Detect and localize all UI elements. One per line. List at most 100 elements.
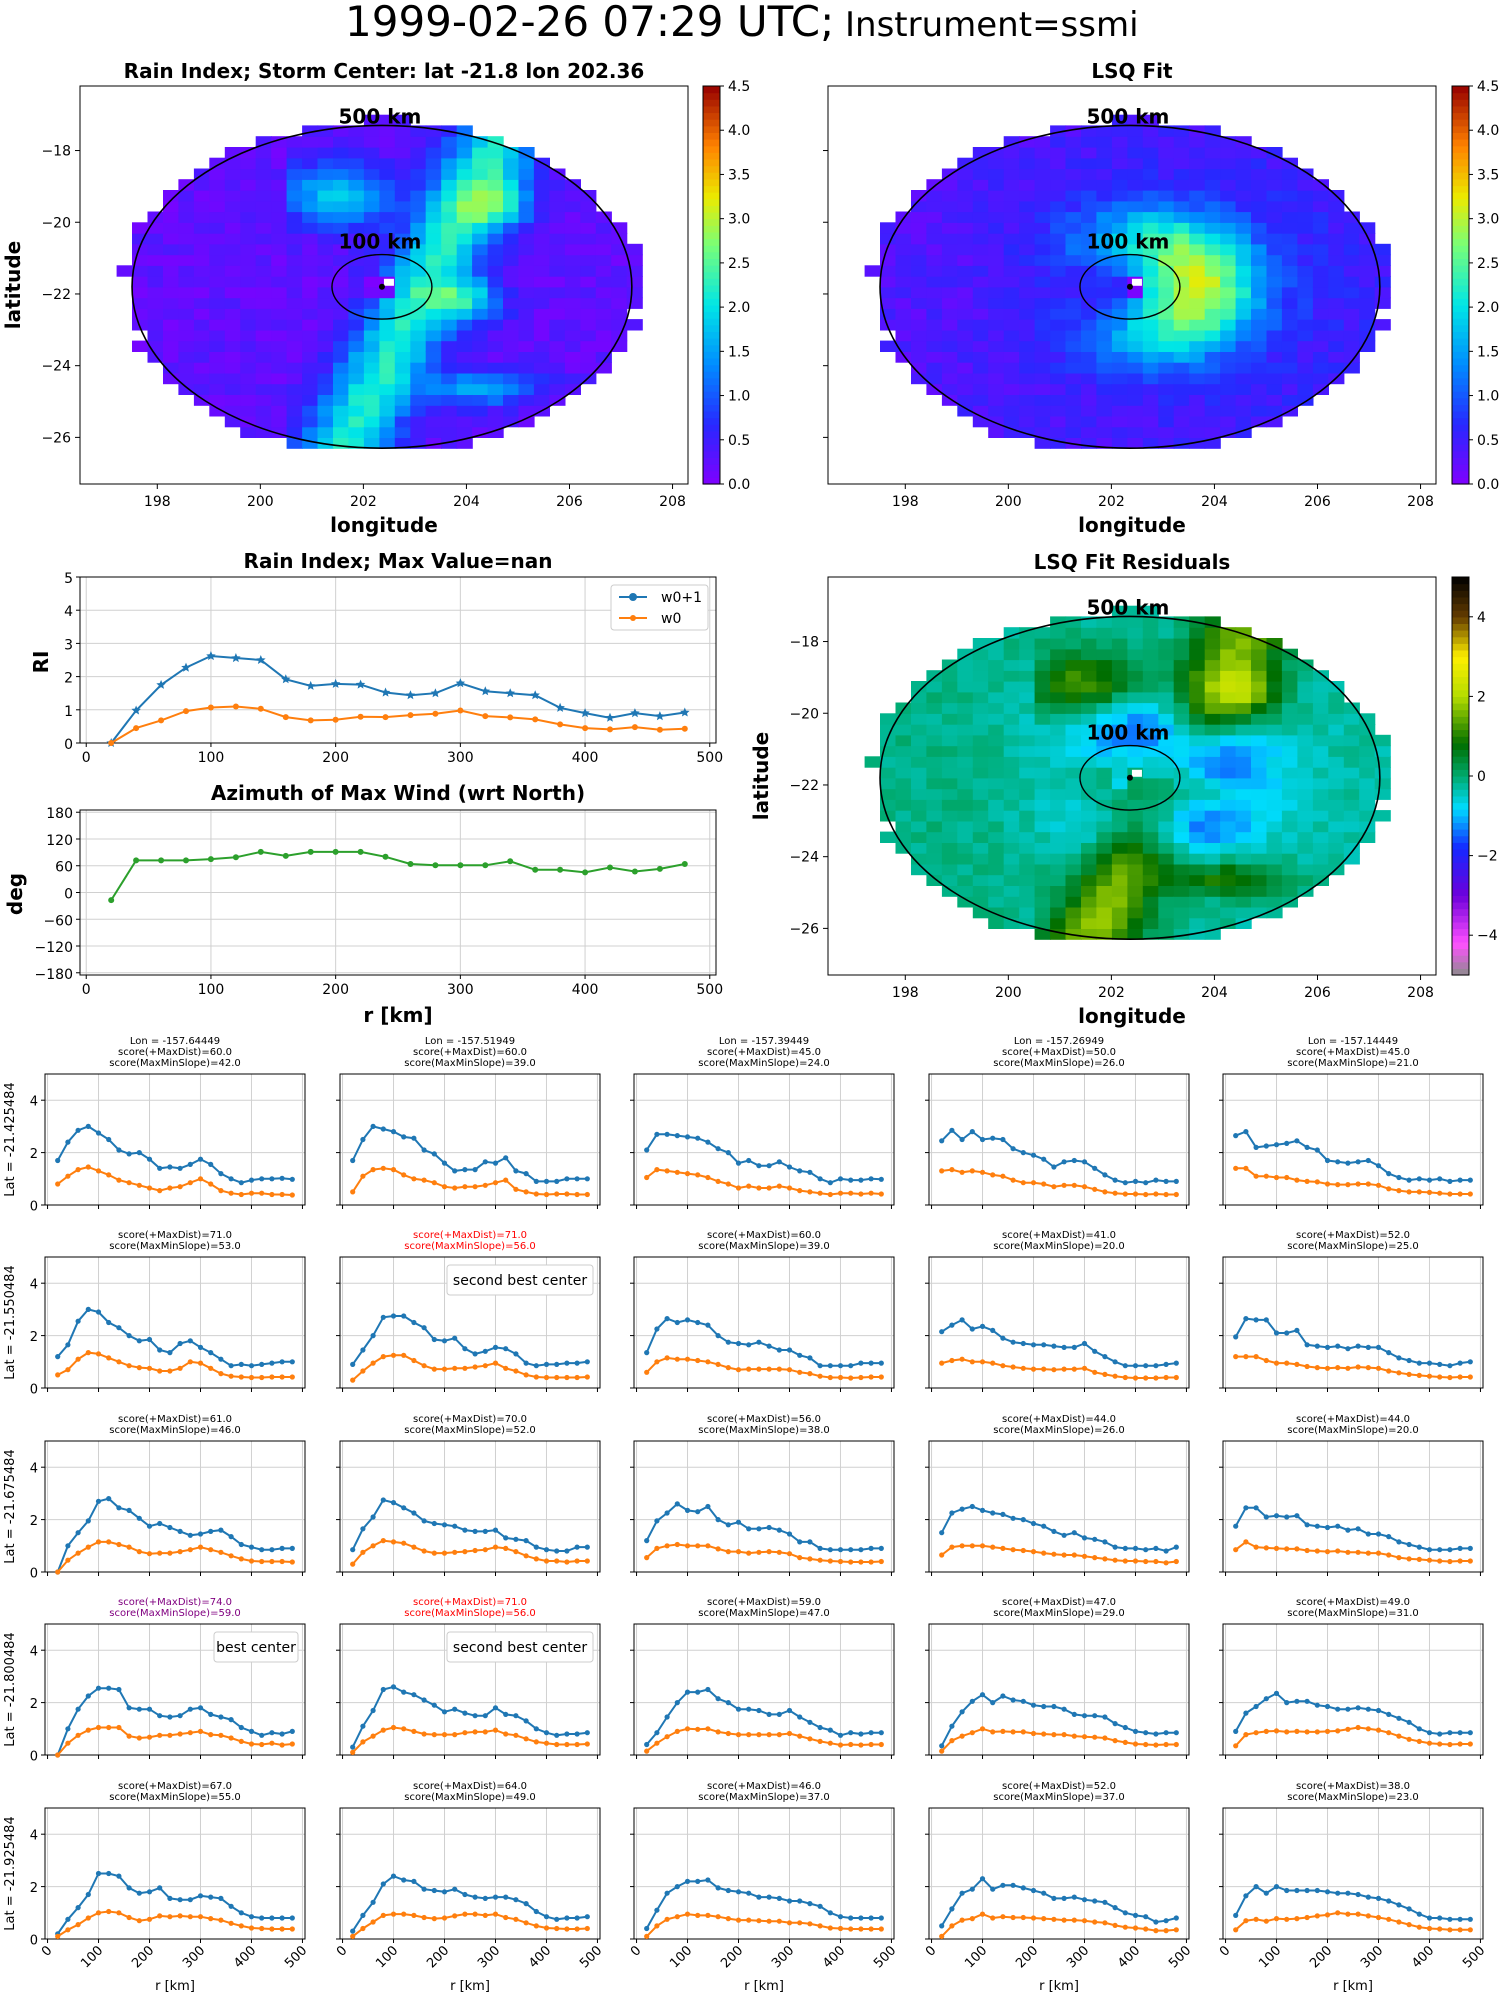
fit-map-cell	[988, 276, 1005, 288]
resid-map-cell	[1204, 702, 1221, 714]
fit-map-colorbar-swatch	[1452, 92, 1469, 100]
rain-map-cell	[333, 308, 350, 320]
resid-map-cell	[957, 756, 974, 768]
candidate-r4c4-w0p1-point	[1314, 1887, 1320, 1894]
candidate-r0c0-w0p1-point	[95, 1130, 102, 1136]
candidate-r4c3-w0p1-point	[1051, 1895, 1057, 1901]
candidate-r3c3-w0p1-point	[1041, 1703, 1047, 1710]
resid-map-cell	[1096, 627, 1113, 639]
fit-map-cell	[1158, 136, 1175, 148]
fit-map-cell	[1204, 179, 1221, 191]
candidate-r0c2-w0p1-point	[848, 1177, 854, 1183]
candidate-r0c4-w0p1-point	[1457, 1177, 1463, 1183]
resid-map-cell	[1328, 691, 1345, 704]
resid-map-colorbar-tick-label: 2	[1477, 689, 1486, 705]
candidate-r3c4-w0p1-point	[1335, 1706, 1341, 1712]
candidate-r0c2-w0p1-point	[878, 1176, 884, 1182]
rain-map-cell	[163, 233, 180, 245]
rain-map-cells	[116, 114, 643, 449]
rain-map-cell	[394, 211, 411, 223]
resid-map-cell	[1081, 842, 1098, 854]
resid-map-colorbar-swatch	[1452, 630, 1469, 638]
fit-map-cell	[1297, 340, 1314, 352]
resid-map-cell	[1034, 724, 1051, 736]
fit-map-cell	[1189, 254, 1206, 266]
resid-map-cell	[1065, 648, 1082, 661]
resid-map-cell	[957, 799, 974, 811]
ri-profile-title: Rain Index; Max Value=nan	[244, 549, 553, 573]
fit-map-cell	[1189, 405, 1206, 417]
candidate-r2c2-score-maxdist: score(+MaxDist)=56.0	[707, 1414, 821, 1425]
candidate-r1c4-w0p1-point	[1396, 1355, 1402, 1361]
rain-map-cell	[425, 190, 442, 202]
fit-map-cell	[1034, 233, 1051, 245]
rain-map-cell	[379, 190, 396, 202]
rain-map-cell	[209, 394, 226, 406]
rain-map-title: Rain Index; Storm Center: lat -21.8 lon …	[124, 59, 645, 83]
candidate-r1c2-w0p1-point	[858, 1360, 864, 1366]
candidate-r0c2-w0-point	[837, 1190, 844, 1196]
rain-map-cell	[193, 243, 210, 256]
fit-map-cell	[1359, 254, 1376, 266]
fit-map-cell	[1158, 426, 1175, 438]
fit-map-cell	[941, 329, 958, 342]
candidate-r1c2-w0-point	[654, 1359, 660, 1365]
candidate-r2c0-w0-point	[228, 1553, 234, 1559]
fit-map-cell	[1312, 211, 1329, 223]
fit-map-cell	[1111, 179, 1128, 191]
candidate-r3c0-w0-point	[136, 1735, 142, 1741]
resid-map-cell	[1111, 906, 1128, 919]
fit-map-cell	[1081, 179, 1098, 191]
rain-map-cell	[333, 136, 350, 148]
resid-map-cell	[1189, 724, 1206, 736]
resid-map-cell	[1189, 810, 1206, 822]
rain-map-cell	[193, 286, 210, 299]
fit-map-cell	[1019, 383, 1036, 395]
fit-map-cell	[1050, 254, 1067, 266]
candidate-r0c0-score-maxminslope: score(MaxMinSlope)=42.0	[109, 1058, 240, 1069]
rain-map-cell	[487, 415, 504, 428]
candidate-r0c1-w0p1-point	[452, 1168, 458, 1174]
candidate-r3c3-w0-point	[1051, 1732, 1057, 1738]
rain-map-cell	[487, 254, 504, 266]
candidate-r2c2-w0-point	[695, 1543, 701, 1549]
resid-map-cell	[895, 788, 912, 800]
resid-map-cell	[1019, 756, 1036, 768]
resid-map-cell	[1235, 863, 1252, 876]
fit-map-cell	[1312, 233, 1329, 245]
candidate-r1c0-w0-point	[279, 1374, 285, 1380]
candidate-r1c4-w0-point	[1426, 1373, 1433, 1379]
candidate-r3c2-w0p1-point	[654, 1730, 660, 1736]
candidate-r4c0-ytick-label: 4	[30, 1829, 38, 1844]
candidate-r0c2-w0p1-point	[664, 1131, 670, 1137]
rain-map-cell	[333, 426, 350, 438]
resid-map-cell	[1297, 713, 1314, 725]
resid-map-cell	[1158, 874, 1175, 886]
candidate-r2c1-w0p1-point	[492, 1527, 499, 1533]
rain-map-cell	[240, 254, 257, 266]
rain-map-cell	[363, 179, 380, 191]
candidate-r2c3-w0-point	[939, 1552, 945, 1558]
candidate-r3c1-w0-point	[390, 1724, 397, 1731]
fit-map-cell	[1142, 319, 1159, 331]
rain-map-cell	[363, 437, 380, 449]
fit-map-cell	[911, 233, 928, 245]
fit-map-colorbar-swatch	[1452, 411, 1469, 419]
candidate-r3c2-w0p1-point	[664, 1714, 670, 1720]
candidate-r3c2-w0p1-point	[776, 1711, 782, 1717]
candidate-r0c3-w0-point	[1041, 1181, 1047, 1187]
resid-map-cell	[988, 745, 1005, 757]
candidate-r2c1-w0-point	[533, 1556, 539, 1562]
candidate-r2c0-lat-label: Lat = -21.675484	[3, 1449, 18, 1563]
fit-map-colorbar-swatch	[1452, 86, 1469, 94]
candidate-r3c1: score(MaxMinSlope)=56.0score(+MaxDist)=7…	[336, 1597, 601, 1759]
rain-map-cell	[317, 200, 334, 213]
rain-map-cell	[472, 190, 489, 202]
candidate-r0c2-w0p1-point	[715, 1146, 721, 1152]
resid-map-cell	[972, 885, 989, 897]
candidate-r1c4-w0p1-point	[1406, 1357, 1412, 1364]
rain-map-cell	[286, 308, 303, 320]
fit-map-cell	[972, 383, 989, 395]
candidate-r0c4: score(MaxMinSlope)=21.0score(+MaxDist)=4…	[1219, 1036, 1484, 1209]
candidate-r4c3-w0p1-point	[990, 1886, 996, 1892]
